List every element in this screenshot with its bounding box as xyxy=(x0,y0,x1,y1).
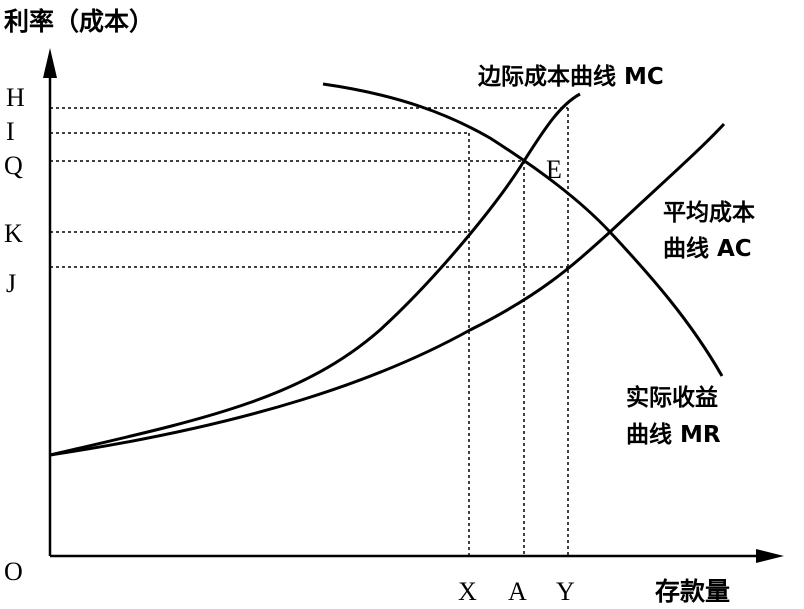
x-axis-label: 存款量 xyxy=(655,577,730,606)
mc-label-text: 边际成本曲线 MC xyxy=(478,63,664,90)
mr-label-line2: 曲线 MR xyxy=(626,421,721,448)
x-tick-x: X xyxy=(458,577,477,606)
mr-label-line1: 实际收益 xyxy=(626,384,718,411)
x-axis-arrow-icon xyxy=(756,549,784,563)
x-tick-a: A xyxy=(508,577,527,606)
equilibrium-label: E xyxy=(546,155,562,184)
ac-label-line1: 平均成本 xyxy=(663,199,755,226)
origin-label: O xyxy=(4,557,23,586)
y-tick-h: H xyxy=(6,83,25,112)
x-tick-y: Y xyxy=(556,577,575,606)
mc-curve xyxy=(49,92,581,457)
y-tick-j: J xyxy=(6,269,16,298)
y-axis-arrow-icon xyxy=(43,48,57,78)
mr-curve xyxy=(322,82,724,377)
mc-label: 边际成本曲线 MC xyxy=(478,63,664,90)
ac-curve xyxy=(49,122,726,457)
y-axis-label: 利率（成本） xyxy=(4,7,154,36)
y-tick-k: K xyxy=(4,219,23,248)
ac-label-line2: 曲线 AC xyxy=(663,235,752,262)
y-tick-i: I xyxy=(6,117,15,146)
y-tick-q: Q xyxy=(4,151,23,180)
